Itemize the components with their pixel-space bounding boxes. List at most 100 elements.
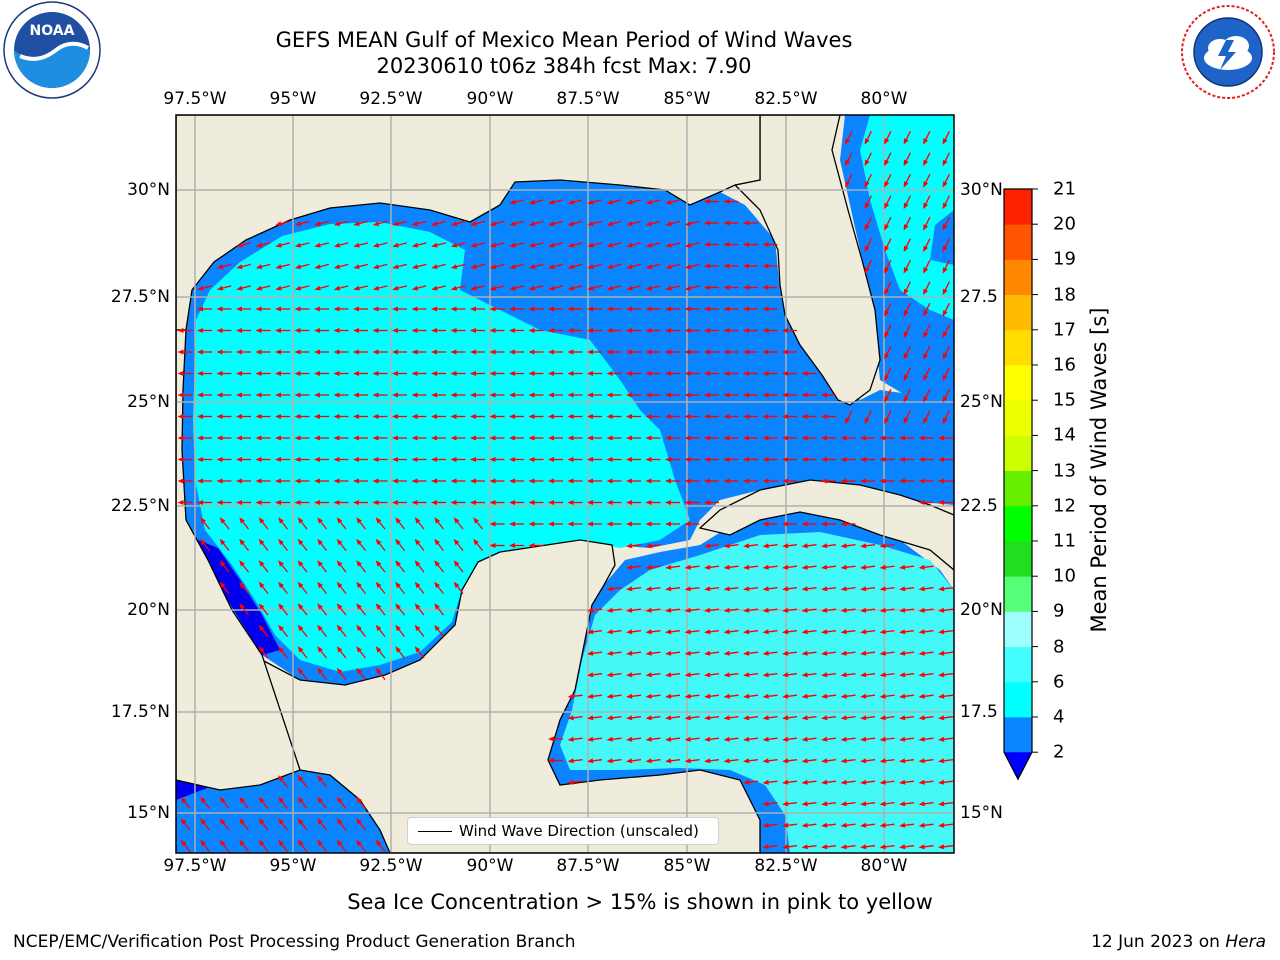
wave-direction-arrowhead <box>375 667 382 675</box>
wave-direction-arrowhead <box>567 221 575 226</box>
wave-direction-arrowhead <box>626 199 633 205</box>
wave-direction-arrowhead <box>275 371 281 376</box>
wave-direction-arrowhead <box>942 353 948 360</box>
wave-direction-arrowhead <box>317 818 323 825</box>
wave-direction-arrowhead <box>645 543 652 549</box>
colorbar-tick-label: 18 <box>1053 284 1076 306</box>
wave-direction-arrowhead <box>392 457 398 462</box>
wave-direction-arrowhead <box>177 371 184 376</box>
colorbar-tick-label: 2 <box>1053 741 1065 763</box>
wave-direction-arrowhead <box>801 414 808 419</box>
wave-direction-arrowhead <box>392 264 399 269</box>
wave-direction-arrowhead <box>938 758 945 764</box>
wave-direction-arrowhead <box>392 371 398 376</box>
wave-direction-arrowhead <box>236 457 242 462</box>
wave-direction-arrowhead <box>528 500 535 505</box>
wave-direction-arrowhead <box>548 500 554 505</box>
wave-direction-arrowhead <box>236 264 243 269</box>
wave-direction-arrowhead <box>762 521 769 527</box>
wave-direction-arrowhead <box>353 264 360 269</box>
wave-direction-arrowhead <box>587 715 594 721</box>
wave-direction-arrowhead <box>845 138 851 145</box>
wave-direction-arrowhead <box>879 758 886 764</box>
wave-direction-arrowhead <box>606 478 613 484</box>
wave-direction-arrowhead <box>903 181 909 188</box>
wave-direction-arrowhead <box>645 242 653 248</box>
wave-direction-arrowhead <box>903 159 909 167</box>
wave-direction-arrowhead <box>899 457 905 462</box>
wave-direction-arrowhead <box>317 667 323 675</box>
wave-direction-arrowhead <box>587 221 594 226</box>
wave-direction-arrowhead <box>782 435 788 441</box>
wave-direction-arrowhead <box>645 285 653 291</box>
wave-direction-arrowhead <box>840 736 847 742</box>
wave-direction-arrowhead <box>879 672 886 678</box>
wave-direction-arrowhead <box>821 543 828 549</box>
colorbar-tick-label: 15 <box>1053 389 1076 411</box>
wave-direction-arrowhead <box>606 242 614 248</box>
wave-direction-arrowhead <box>684 264 692 269</box>
wave-direction-arrowhead <box>860 607 867 613</box>
wave-direction-arrowhead <box>665 435 671 441</box>
wave-direction-arrowhead <box>704 435 710 441</box>
colorbar-tick-label: 4 <box>1053 706 1065 728</box>
wave-direction-arrowhead <box>879 650 886 656</box>
wave-direction-arrowhead <box>180 818 187 825</box>
wave-direction-arrowhead <box>216 285 224 291</box>
wave-direction-arrowhead <box>587 392 593 398</box>
wave-direction-arrowhead <box>470 285 477 291</box>
wave-direction-arrowhead <box>840 521 847 527</box>
wave-direction-arrowhead <box>314 328 320 333</box>
wave-direction-arrowhead <box>665 285 672 291</box>
wave-direction-arrowhead <box>801 693 808 699</box>
wave-direction-arrowhead <box>782 650 789 656</box>
wave-direction-arrowhead <box>704 392 710 398</box>
wave-direction-arrowhead <box>942 331 948 339</box>
wave-direction-arrowhead <box>606 349 613 355</box>
wave-direction-arrowhead <box>801 822 808 828</box>
wave-direction-arrowhead <box>879 779 886 785</box>
wave-direction-arrowhead <box>923 202 929 210</box>
wave-direction-arrowhead <box>665 371 671 376</box>
wave-direction-arrowhead <box>821 801 828 807</box>
wave-direction-arrowhead <box>297 775 304 782</box>
wave-direction-arrowhead <box>665 349 671 355</box>
wave-direction-arrowhead <box>942 138 948 145</box>
wave-direction-arrowhead <box>645 414 652 419</box>
cuba-land <box>698 479 954 571</box>
wave-direction-arrowhead <box>684 607 691 613</box>
wave-direction-arrowhead <box>860 543 867 549</box>
wave-direction-arrowhead <box>239 839 245 847</box>
colorbar-tick-label: 17 <box>1053 319 1076 341</box>
wave-direction-arrowhead <box>626 607 633 613</box>
wave-direction-arrowhead <box>938 607 945 613</box>
wave-direction-arrowhead <box>314 478 320 484</box>
wave-direction-arrowhead <box>548 285 555 291</box>
wave-direction-arrowhead <box>704 672 711 678</box>
wave-direction-arrowhead <box>278 581 284 589</box>
wave-direction-arrowhead <box>177 328 184 333</box>
wave-direction-arrowhead <box>372 371 379 376</box>
wave-direction-arrowhead <box>782 758 789 764</box>
wave-direction-arrowhead <box>606 199 614 205</box>
wave-direction-arrowhead <box>606 672 613 678</box>
wave-direction-arrowhead <box>645 349 652 355</box>
wave-direction-arrowhead <box>626 521 632 527</box>
wave-direction-arrowhead <box>743 435 749 441</box>
wave-direction-arrowhead <box>489 543 496 548</box>
wave-direction-arrowhead <box>236 500 242 505</box>
wave-direction-arrowhead <box>431 371 437 376</box>
wave-direction-arrowhead <box>375 538 382 546</box>
wave-direction-arrowhead <box>821 693 828 699</box>
wave-direction-arrowhead <box>509 285 516 291</box>
wave-direction-arrowhead <box>216 500 223 505</box>
wave-direction-arrowhead <box>294 264 302 269</box>
wave-direction-arrowhead <box>375 560 382 567</box>
colorbar-tick-label: 20 <box>1053 213 1076 235</box>
wave-direction-arrowhead <box>333 392 340 398</box>
wave-direction-arrowhead <box>372 457 379 462</box>
wave-direction-arrowhead <box>197 328 203 333</box>
wave-direction-arrowhead <box>431 349 437 355</box>
wave-direction-arrowhead <box>431 285 438 291</box>
wave-direction-arrowhead <box>918 478 925 484</box>
